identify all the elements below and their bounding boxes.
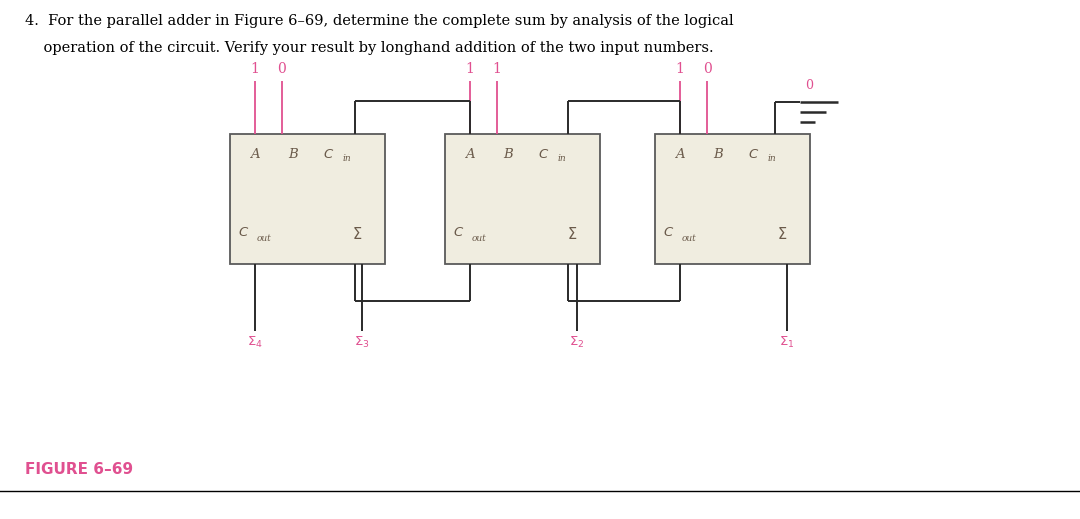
Text: $\Sigma_1$: $\Sigma_1$ [780, 335, 795, 350]
FancyBboxPatch shape [445, 134, 600, 264]
Text: $C$: $C$ [538, 148, 550, 161]
Text: A: A [465, 148, 474, 161]
Text: $\Sigma_4$: $\Sigma_4$ [247, 335, 262, 350]
Text: 1: 1 [465, 62, 474, 76]
Text: in: in [343, 154, 352, 163]
Text: 0: 0 [703, 62, 712, 76]
Text: B: B [288, 148, 298, 161]
Text: $C$: $C$ [453, 226, 464, 239]
Text: 1: 1 [251, 62, 259, 76]
Text: B: B [503, 148, 513, 161]
Text: 4.  For the parallel adder in Figure 6–69, determine the complete sum by analysi: 4. For the parallel adder in Figure 6–69… [25, 14, 733, 28]
Text: $\Sigma$: $\Sigma$ [567, 226, 577, 242]
Text: $\Sigma_2$: $\Sigma_2$ [569, 335, 584, 350]
Text: out: out [257, 234, 272, 243]
FancyBboxPatch shape [230, 134, 384, 264]
Text: in: in [768, 154, 777, 163]
Text: 1: 1 [676, 62, 685, 76]
Text: FIGURE 6–69: FIGURE 6–69 [25, 462, 133, 477]
Text: $\Sigma_3$: $\Sigma_3$ [354, 335, 369, 350]
Text: 0: 0 [805, 79, 813, 92]
Text: 1: 1 [492, 62, 501, 76]
Text: out: out [472, 234, 487, 243]
Text: $\Sigma$: $\Sigma$ [777, 226, 787, 242]
Text: $C$: $C$ [238, 226, 249, 239]
Text: operation of the circuit. Verify your result by longhand addition of the two inp: operation of the circuit. Verify your re… [25, 41, 714, 55]
Text: B: B [713, 148, 723, 161]
FancyBboxPatch shape [654, 134, 810, 264]
Text: out: out [681, 234, 697, 243]
Text: $C$: $C$ [663, 226, 674, 239]
Text: $C$: $C$ [748, 148, 759, 161]
Text: A: A [675, 148, 685, 161]
Text: $C$: $C$ [323, 148, 334, 161]
Text: A: A [249, 148, 259, 161]
Text: in: in [558, 154, 567, 163]
Text: 0: 0 [278, 62, 286, 76]
Text: $\Sigma$: $\Sigma$ [352, 226, 362, 242]
